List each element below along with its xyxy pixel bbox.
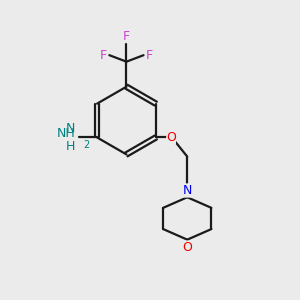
Text: NH: NH: [57, 128, 76, 140]
Text: 2: 2: [83, 140, 89, 150]
Text: N: N: [183, 184, 192, 197]
Text: H: H: [66, 140, 75, 153]
Text: O: O: [182, 241, 192, 254]
Text: F: F: [123, 29, 130, 43]
Text: F: F: [100, 49, 107, 62]
Text: F: F: [146, 49, 153, 62]
Text: N: N: [66, 122, 75, 135]
Text: O: O: [166, 131, 176, 144]
